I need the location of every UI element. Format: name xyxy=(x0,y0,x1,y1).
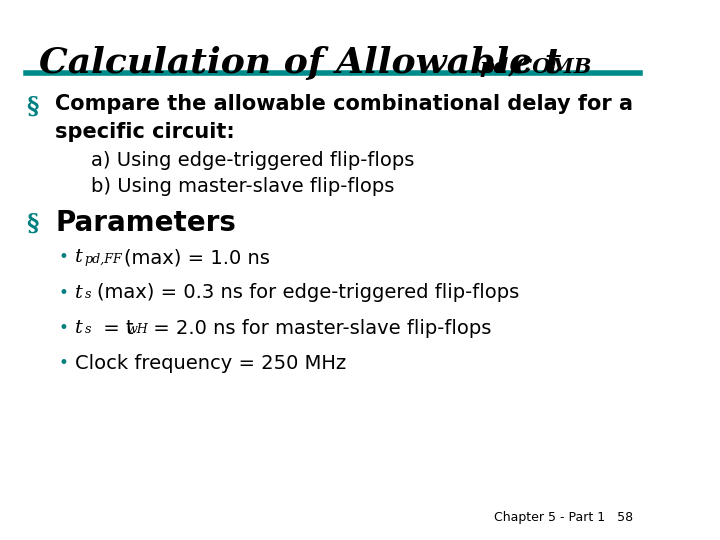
Text: = t: = t xyxy=(96,319,133,338)
Text: Chapter 5 - Part 1   58: Chapter 5 - Part 1 58 xyxy=(494,511,633,524)
Text: t: t xyxy=(75,248,83,266)
Text: wH: wH xyxy=(126,323,148,336)
Text: Clock frequency = 250 MHz: Clock frequency = 250 MHz xyxy=(75,354,346,373)
Text: = 2.0 ns for master-slave flip-flops: = 2.0 ns for master-slave flip-flops xyxy=(147,319,491,338)
Text: b) Using master-slave flip-flops: b) Using master-slave flip-flops xyxy=(91,177,395,196)
Text: Calculation of Allowable t: Calculation of Allowable t xyxy=(39,46,562,80)
Text: pd,FF: pd,FF xyxy=(85,253,122,266)
Text: t: t xyxy=(75,319,83,336)
Text: (max) = 0.3 ns for edge-triggered flip-flops: (max) = 0.3 ns for edge-triggered flip-f… xyxy=(96,284,519,302)
Text: t: t xyxy=(75,284,83,301)
Text: s: s xyxy=(85,323,91,336)
Text: §: § xyxy=(26,212,38,235)
Text: s: s xyxy=(85,288,91,301)
Text: Compare the allowable combinational delay for a: Compare the allowable combinational dela… xyxy=(55,94,634,114)
Text: (max) = 1.0 ns: (max) = 1.0 ns xyxy=(124,248,270,267)
Text: specific circuit:: specific circuit: xyxy=(55,122,235,141)
Text: Parameters: Parameters xyxy=(55,209,236,237)
Text: pd,COMB: pd,COMB xyxy=(480,57,592,77)
Text: §: § xyxy=(26,94,38,118)
Text: a) Using edge-triggered flip-flops: a) Using edge-triggered flip-flops xyxy=(91,151,415,170)
Text: •: • xyxy=(59,319,68,336)
Text: •: • xyxy=(59,284,68,301)
Text: •: • xyxy=(59,248,68,266)
Text: •: • xyxy=(59,354,68,372)
